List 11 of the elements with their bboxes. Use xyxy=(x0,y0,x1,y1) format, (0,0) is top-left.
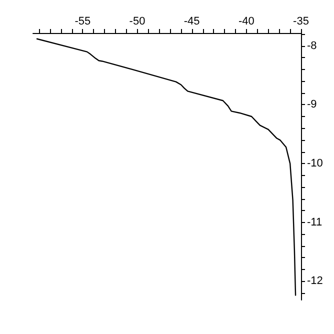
y-tick-label: -9 xyxy=(307,98,317,111)
x-tick-label: -35 xyxy=(293,16,309,28)
y-tick-label: -11 xyxy=(307,216,322,228)
x-tick-label: -40 xyxy=(238,16,254,28)
y-tick-label: -8 xyxy=(307,40,317,52)
y-tick-label: -12 xyxy=(307,275,323,288)
line-series xyxy=(36,38,296,296)
x-tick-label: -55 xyxy=(74,16,91,28)
x-tick-label: -50 xyxy=(129,16,146,28)
y-tick-label: -10 xyxy=(307,158,323,170)
x-tick-label: -45 xyxy=(184,16,200,28)
